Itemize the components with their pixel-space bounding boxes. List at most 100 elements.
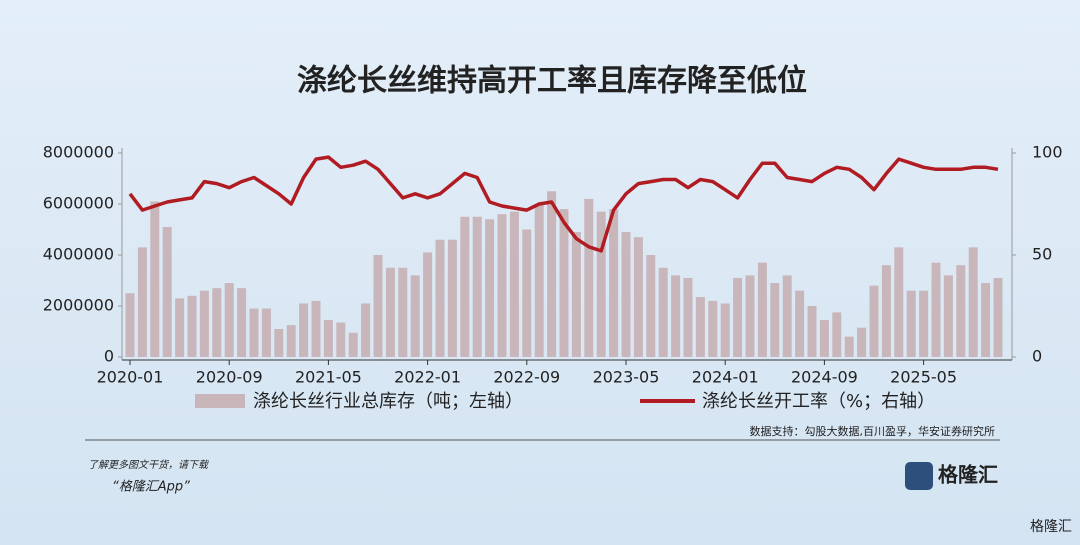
- bar: [274, 328, 284, 357]
- bar: [175, 298, 185, 357]
- bar: [311, 300, 321, 357]
- bar: [943, 275, 953, 357]
- bar: [782, 275, 792, 357]
- bar: [137, 247, 147, 357]
- bar: [919, 290, 929, 357]
- y-tick-label: 0: [104, 347, 114, 366]
- plot: 0 2000000 4000000 6000000 8000000 0 50 100 2020-…: [43, 143, 1063, 413]
- bar: [522, 229, 532, 357]
- line: [128, 155, 999, 253]
- bar: [733, 277, 743, 357]
- bar: [906, 290, 916, 357]
- bar: [881, 265, 891, 357]
- bar: [398, 267, 408, 357]
- bar: [447, 239, 457, 357]
- bar: [299, 303, 309, 357]
- chart-title: 涤纶长丝维持高开工率且库存降至低位: [297, 64, 807, 99]
- bar: [609, 209, 619, 357]
- bar: [410, 275, 420, 357]
- bar: [373, 255, 383, 357]
- y-tick-label: 8000000: [43, 143, 114, 162]
- bar: [695, 297, 705, 357]
- bar: [336, 322, 346, 357]
- bar: [596, 211, 606, 357]
- bar: [956, 265, 966, 357]
- x-tick-label: 2022-09: [493, 368, 560, 387]
- x-tick-label: 2023-05: [593, 368, 660, 387]
- bar: [125, 293, 135, 357]
- bar: [559, 209, 569, 357]
- y2-tick-label: 50: [1032, 245, 1052, 264]
- bar: [509, 211, 519, 357]
- bar: [708, 300, 718, 357]
- legend-label: 涤纶长丝开工率（%；右轴）: [702, 391, 935, 412]
- bar: [683, 277, 693, 357]
- bar: [894, 247, 904, 357]
- bar: [547, 191, 557, 357]
- bar: [807, 306, 817, 357]
- bar: [993, 277, 1003, 357]
- bar: [621, 232, 631, 357]
- bar: [286, 325, 296, 357]
- bar: [323, 320, 333, 357]
- y-tick-label: 6000000: [43, 194, 114, 213]
- bar: [671, 275, 681, 357]
- bar: [584, 198, 594, 357]
- bar: [249, 308, 259, 357]
- bar: [150, 201, 160, 357]
- bar: [757, 262, 767, 357]
- bar: [795, 290, 805, 357]
- y2-tick-label: 0: [1032, 347, 1042, 366]
- legend-swatch: [195, 394, 245, 408]
- bar: [869, 285, 879, 357]
- x-tick-label: 2025-05: [890, 368, 957, 387]
- footer-text: 了解更多图文干货，请下载: [88, 459, 210, 471]
- bar: [844, 336, 854, 357]
- legend-label: 涤纶长丝行业总库存（吨；左轴）: [253, 391, 523, 412]
- x-tick-label: 2020-09: [196, 368, 263, 387]
- x-tick-label: 2021-05: [295, 368, 362, 387]
- bar: [819, 320, 829, 357]
- bar: [435, 239, 445, 357]
- bar: [658, 267, 668, 357]
- footer-app: “格隆汇App”: [112, 480, 190, 495]
- bar: [720, 303, 730, 357]
- bar: [361, 303, 371, 357]
- bar: [187, 295, 197, 357]
- x-tick-label: 2020-01: [97, 368, 164, 387]
- bar: [348, 332, 358, 357]
- bar: [162, 226, 172, 357]
- logo-icon: [905, 462, 933, 490]
- bar: [770, 283, 780, 357]
- bar: [968, 247, 978, 357]
- bar: [633, 237, 643, 357]
- bar: [199, 290, 209, 357]
- source: 数据支持：勾股大数据,百川盈孚，华安证券研究所: [750, 424, 996, 438]
- bar: [745, 275, 755, 357]
- bar: [261, 308, 271, 357]
- bar: [423, 252, 433, 357]
- bar: [646, 255, 656, 357]
- watermark: 格隆汇: [1030, 519, 1072, 535]
- bar: [460, 216, 470, 357]
- bar: [857, 327, 867, 357]
- bar: [237, 288, 247, 357]
- bar: [472, 216, 482, 357]
- x-tick-label: 2024-09: [791, 368, 858, 387]
- bar: [534, 204, 544, 357]
- bar: [224, 283, 234, 357]
- x-tick-label: 2024-01: [692, 368, 759, 387]
- bar: [485, 219, 495, 357]
- bar: [385, 267, 395, 357]
- bar: [832, 312, 842, 357]
- y2-tick-label: 100: [1032, 143, 1063, 162]
- bar: [497, 214, 507, 357]
- logo-text: 格隆汇: [938, 463, 998, 487]
- y-tick-label: 4000000: [43, 245, 114, 264]
- bar: [981, 283, 991, 357]
- y-tick-label: 2000000: [43, 296, 114, 315]
- bar: [212, 288, 222, 357]
- bar: [931, 262, 941, 357]
- x-tick-label: 2022-01: [394, 368, 461, 387]
